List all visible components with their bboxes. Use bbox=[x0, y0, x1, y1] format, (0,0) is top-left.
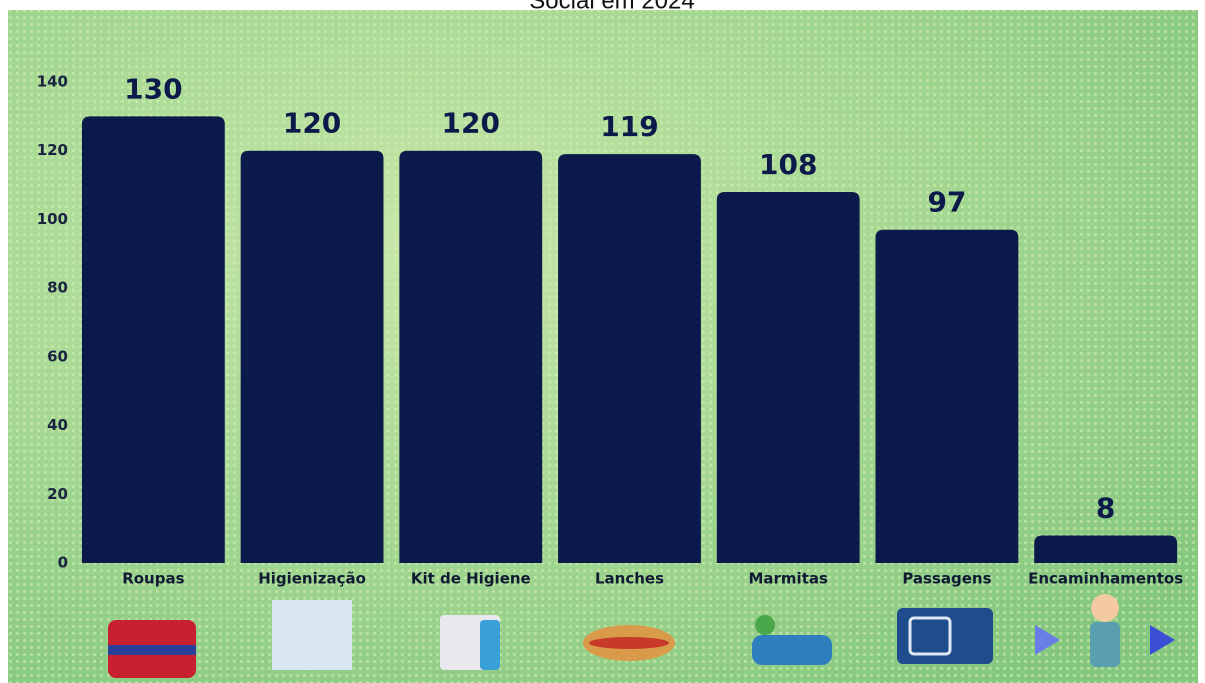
value-label: 119 bbox=[600, 110, 658, 143]
bar bbox=[716, 191, 860, 563]
bar bbox=[399, 150, 543, 563]
icon-arrow bbox=[1035, 625, 1060, 655]
value-label: 108 bbox=[759, 148, 817, 181]
value-label: 8 bbox=[1096, 492, 1115, 525]
y-tick-label: 100 bbox=[37, 210, 68, 228]
x-tick-label: Roupas bbox=[122, 570, 184, 588]
bar bbox=[1034, 535, 1178, 563]
icon-lunchbox bbox=[752, 635, 832, 665]
bar bbox=[558, 154, 701, 563]
x-tick-label: Marmitas bbox=[748, 570, 828, 588]
chart-title: Social em 2024 bbox=[529, 0, 694, 14]
icon-veg bbox=[755, 615, 775, 635]
bar bbox=[875, 229, 1019, 563]
y-tick-label: 40 bbox=[47, 416, 68, 434]
x-tick-label: Passagens bbox=[902, 570, 991, 588]
x-tick-label: Higienização bbox=[258, 570, 366, 588]
x-tick-label: Lanches bbox=[595, 570, 664, 588]
y-tick-label: 20 bbox=[47, 485, 68, 503]
value-label: 120 bbox=[283, 107, 341, 140]
icon-person-body bbox=[1090, 622, 1120, 667]
y-tick-label: 140 bbox=[37, 73, 68, 91]
icon-arrow bbox=[1150, 625, 1175, 655]
icon-ticket bbox=[897, 608, 993, 664]
x-tick-label: Encaminhamentos bbox=[1028, 570, 1183, 588]
bar bbox=[81, 116, 225, 563]
icon-bottle bbox=[480, 620, 500, 670]
y-tick-label: 0 bbox=[58, 554, 68, 572]
y-tick-label: 120 bbox=[37, 141, 68, 159]
icon-bathroom bbox=[272, 600, 352, 670]
icons bbox=[108, 594, 1175, 678]
icon-bus bbox=[908, 616, 952, 656]
y-tick-label: 60 bbox=[47, 347, 68, 365]
icon-sandwich-filling bbox=[589, 637, 669, 649]
bar bbox=[240, 150, 384, 563]
y-tick-label: 80 bbox=[47, 279, 68, 297]
value-label: 130 bbox=[124, 72, 182, 105]
value-label: 97 bbox=[927, 186, 966, 219]
value-label: 120 bbox=[442, 107, 500, 140]
x-tick-label: Kit de Higiene bbox=[411, 570, 531, 588]
icon-clothes-stripe bbox=[108, 645, 196, 655]
icon-person-head bbox=[1091, 594, 1119, 622]
